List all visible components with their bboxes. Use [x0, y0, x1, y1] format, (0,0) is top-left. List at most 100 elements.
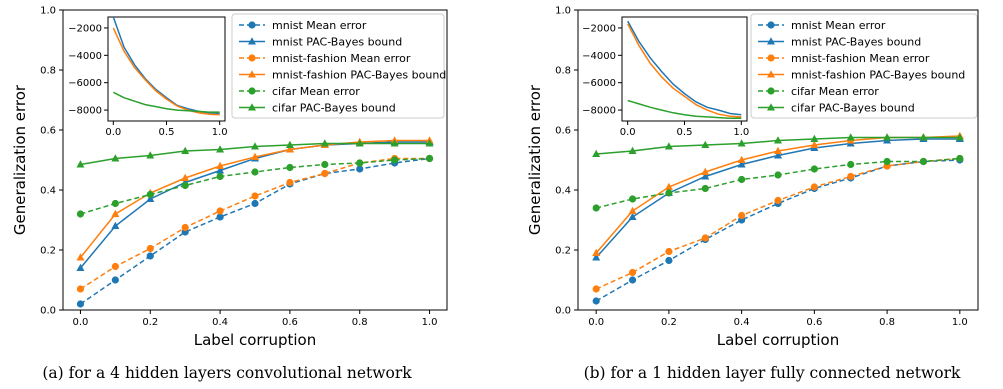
data-point — [846, 133, 855, 141]
data-point — [216, 161, 225, 169]
legend-label: mnist-fashion PAC-Bayes bound — [791, 69, 965, 82]
data-point — [111, 154, 120, 162]
data-point — [251, 142, 259, 150]
data-point — [251, 168, 259, 176]
inset-line-cifar — [627, 99, 742, 120]
chart-a: 0.0 0.2 0.4 0.6 0.8 1.0 0.0 0.2 0.4 0.6 0.8 1.0 Labe… — [11, 6, 448, 382]
data-point — [628, 206, 637, 214]
inset-plot: 0.0 0.5 1.0 −2000 −4000 −6000 −8000 — [582, 16, 749, 138]
x-tick-label: 1.0 — [952, 317, 968, 328]
legend-marker — [248, 103, 256, 111]
data-point — [356, 165, 364, 173]
data-point — [774, 171, 782, 179]
data-point — [628, 276, 637, 284]
legend-label: mnist Mean error — [791, 19, 886, 32]
data-point — [810, 165, 818, 173]
x-tick-label: 0.4 — [212, 317, 228, 328]
data-point — [76, 160, 85, 168]
y-tick-label: 0.4 — [555, 186, 571, 197]
inset-plot: 0.0 0.5 1.0 −2000 −4000 −6000 −8000 — [68, 16, 228, 138]
data-point — [146, 194, 155, 202]
data-point — [251, 199, 259, 208]
legend-label: mnist PAC-Bayes bound — [272, 36, 402, 49]
x-tick-label: 0.0 — [73, 317, 89, 328]
data-point — [701, 167, 710, 175]
y-tick-label: 0.0 — [40, 306, 56, 317]
data-point — [592, 149, 601, 157]
data-point — [216, 213, 224, 221]
data-point — [737, 139, 746, 147]
data-point — [956, 154, 964, 163]
legend-frame — [231, 13, 445, 119]
legend-label: cifar PAC-Bayes bound — [791, 102, 915, 115]
data-point — [76, 210, 85, 218]
data-point — [320, 139, 329, 147]
chart-b: 0.0 0.2 0.4 0.6 0.8 1.0 0.0 0.2 0.4 0.6 0.8 1.0 Labe… — [526, 6, 979, 382]
data-point — [665, 247, 673, 256]
data-point — [76, 300, 85, 308]
data-point — [628, 212, 637, 220]
legend-label: cifar Mean error — [272, 85, 360, 98]
y-tick-label: 0.8 — [40, 66, 56, 77]
x-tick-label: 0.0 — [588, 317, 604, 328]
caption: (a) for a 4 hidden layers convolutional … — [42, 364, 412, 382]
legend-label: mnist PAC-Bayes bound — [791, 36, 921, 49]
data-point — [592, 253, 601, 261]
data-point — [76, 263, 85, 271]
data-point — [919, 133, 928, 141]
y-tick-label: 0.0 — [555, 306, 571, 317]
legend-label: cifar PAC-Bayes bound — [272, 102, 396, 115]
data-point — [664, 142, 673, 150]
data-point — [425, 154, 434, 163]
data-point — [774, 136, 782, 144]
x-tick-label: 0.4 — [734, 317, 750, 328]
data-point — [146, 244, 154, 253]
legend-marker — [767, 21, 775, 29]
inset-line-fashion — [112, 27, 220, 116]
x-tick-label: 0.2 — [142, 317, 158, 328]
x-tick-label: 1.0 — [422, 317, 438, 328]
data-point — [111, 276, 119, 284]
data-point — [665, 256, 673, 265]
data-point — [286, 163, 294, 172]
data-point — [146, 252, 154, 260]
x-axis-label: Label corruption — [717, 331, 840, 349]
data-point — [883, 157, 891, 166]
data-point — [181, 181, 189, 190]
data-point — [111, 262, 119, 271]
data-point — [321, 169, 329, 178]
data-point — [919, 157, 928, 166]
legend-marker — [767, 103, 775, 111]
legend-marker — [248, 70, 256, 78]
data-point — [356, 159, 364, 167]
data-point — [883, 133, 892, 141]
data-point — [955, 133, 964, 141]
data-point — [774, 151, 782, 159]
data-point — [774, 146, 782, 154]
data-point — [628, 268, 637, 277]
plot-area-frame — [62, 9, 448, 311]
inset-y-tick-label: −4000 — [68, 51, 102, 62]
legend-marker — [248, 54, 256, 62]
data-point — [216, 166, 225, 174]
caption: (b) for a 1 hidden layer fully connected… — [584, 364, 961, 382]
data-point — [111, 209, 120, 217]
legend-marker — [767, 54, 775, 62]
series-line-mnist-mean-error — [80, 157, 430, 305]
inset-y-tick-label: −4000 — [582, 51, 616, 62]
data-point — [216, 145, 225, 153]
y-tick-label: 1.0 — [555, 6, 571, 17]
data-point — [738, 211, 746, 220]
inset-line-fashion — [627, 23, 742, 118]
data-point — [181, 173, 190, 181]
data-point — [321, 160, 329, 169]
y-tick-label: 0.6 — [40, 126, 56, 137]
x-tick-label: 0.6 — [806, 317, 822, 328]
plot-area-frame — [577, 9, 979, 311]
data-point — [592, 285, 600, 293]
legend-marker — [767, 87, 775, 95]
legend: mnist Mean error mnist PAC-Bayes bound mni… — [750, 13, 978, 119]
inset-y-tick-label: −6000 — [68, 78, 102, 89]
data-point — [628, 146, 637, 154]
